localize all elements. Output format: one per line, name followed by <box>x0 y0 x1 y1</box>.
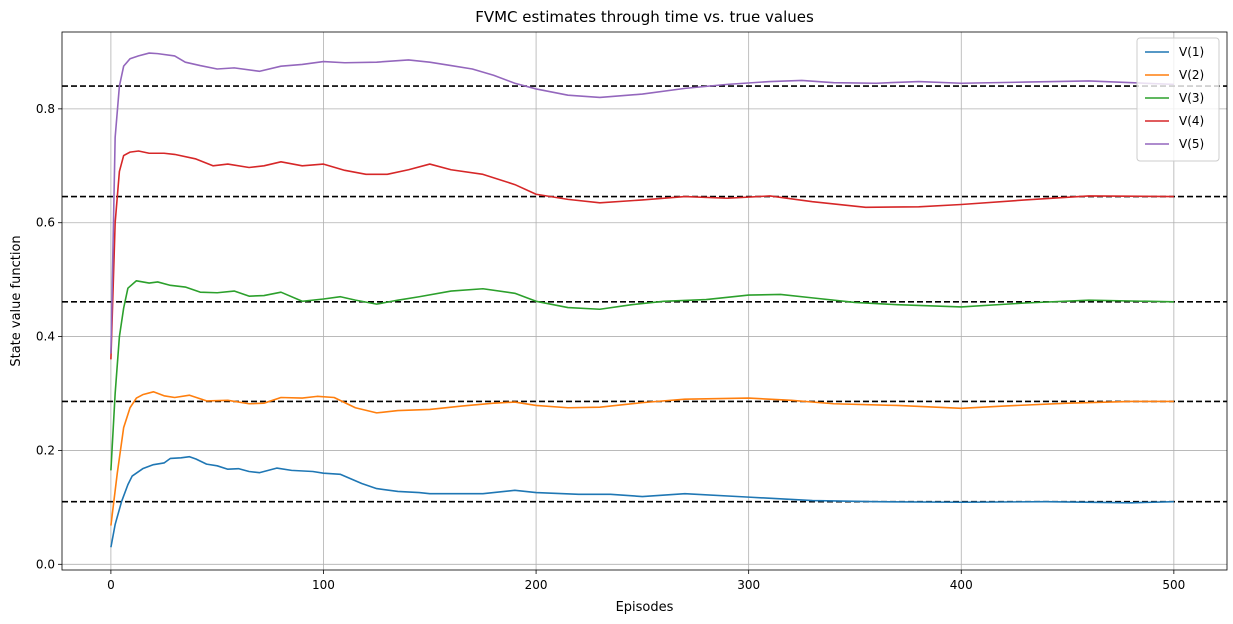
y-tick-label: 0.4 <box>36 330 55 344</box>
y-axis-label: State value function <box>9 235 24 366</box>
series-line-v3 <box>110 279 1174 471</box>
series-line-v4 <box>110 150 1174 360</box>
x-tick-label: 0 <box>107 578 115 592</box>
chart-title: FVMC estimates through time vs. true val… <box>475 8 814 26</box>
y-tick-label: 0.8 <box>36 102 55 116</box>
series-line-v1 <box>110 455 1174 548</box>
legend-label: V(1) <box>1179 45 1204 59</box>
x-axis-label: Episodes <box>616 600 674 615</box>
x-tick-label: 400 <box>950 578 973 592</box>
legend-label: V(3) <box>1179 91 1204 105</box>
x-tick-label: 500 <box>1162 578 1185 592</box>
series-lines <box>110 52 1174 548</box>
plot-frame <box>61 31 1228 571</box>
legend-box <box>1136 37 1220 162</box>
x-tick-label: 300 <box>737 578 760 592</box>
legend: V(1) V(2) V(3) V(4) V(5) <box>1136 37 1220 162</box>
series-line-v5 <box>110 52 1174 354</box>
legend-label: V(5) <box>1179 137 1204 151</box>
legend-label: V(2) <box>1179 68 1204 82</box>
y-tick-label: 0.0 <box>36 557 55 571</box>
x-tick-label: 100 <box>312 578 335 592</box>
series-line-v2 <box>110 391 1174 526</box>
legend-label: V(4) <box>1179 114 1204 128</box>
x-axis-ticks: 0 100 200 300 400 500 <box>107 570 1185 592</box>
x-tick-label: 200 <box>525 578 548 592</box>
true-value-lines <box>62 85 1227 503</box>
y-tick-label: 0.2 <box>36 443 55 457</box>
y-axis-ticks: 0.0 0.2 0.4 0.6 0.8 <box>36 102 62 571</box>
y-tick-label: 0.6 <box>36 216 55 230</box>
